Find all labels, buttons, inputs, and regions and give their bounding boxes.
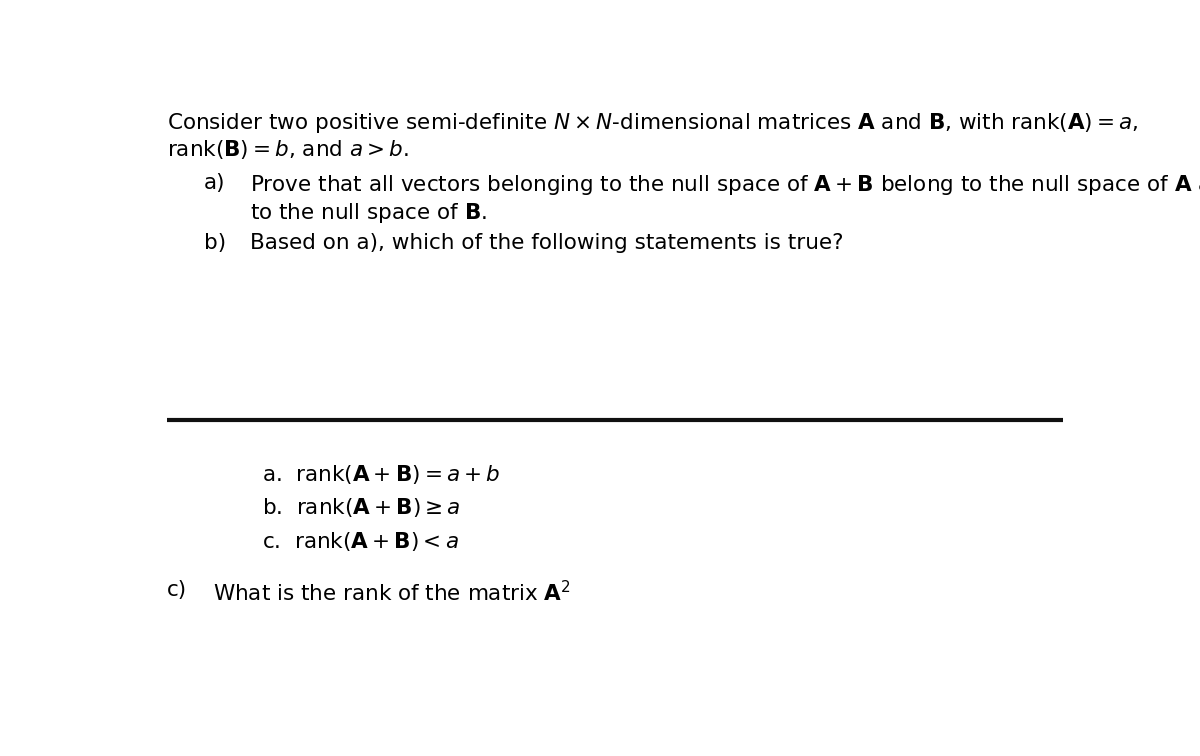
Text: to the null space of $\mathbf{B}$.: to the null space of $\mathbf{B}$. [251,201,487,225]
Text: a): a) [204,173,226,194]
Text: b): b) [204,233,226,253]
Text: Prove that all vectors belonging to the null space of $\mathbf{A}+\mathbf{B}$ be: Prove that all vectors belonging to the … [251,173,1200,197]
Text: c.  $\mathrm{rank}(\mathbf{A}+\mathbf{B}) < a$: c. $\mathrm{rank}(\mathbf{A}+\mathbf{B})… [262,530,458,553]
Text: b.  $\mathrm{rank}(\mathbf{A}+\mathbf{B}) \geq a$: b. $\mathrm{rank}(\mathbf{A}+\mathbf{B})… [262,497,460,519]
Text: c): c) [167,580,187,600]
Text: Consider two positive semi-definite $N \times N$-dimensional matrices $\mathbf{A: Consider two positive semi-definite $N \… [167,111,1139,135]
Text: Based on a), which of the following statements is true?: Based on a), which of the following stat… [251,233,844,253]
Text: rank$(\mathbf{B}) = b$, and $a > b$.: rank$(\mathbf{B}) = b$, and $a > b$. [167,138,409,162]
Text: a.  $\mathrm{rank}(\mathbf{A}+\mathbf{B}) = a+b$: a. $\mathrm{rank}(\mathbf{A}+\mathbf{B})… [262,463,500,486]
Text: What is the rank of the matrix $\mathbf{A}^2$: What is the rank of the matrix $\mathbf{… [214,580,571,605]
